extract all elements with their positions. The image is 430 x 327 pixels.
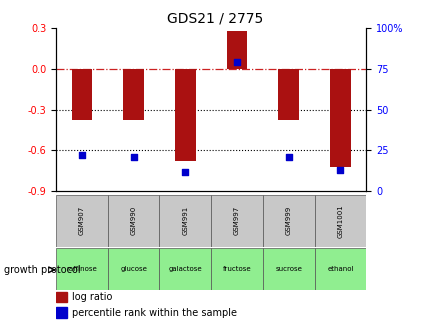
- Text: galactose: galactose: [168, 266, 202, 272]
- Text: growth protocol: growth protocol: [4, 265, 81, 275]
- Bar: [278, 69, 298, 120]
- FancyBboxPatch shape: [211, 195, 262, 247]
- FancyBboxPatch shape: [108, 248, 159, 290]
- Text: raffinose: raffinose: [66, 266, 97, 272]
- Text: GDS21 / 2775: GDS21 / 2775: [167, 11, 263, 26]
- Text: GSM999: GSM999: [285, 206, 291, 235]
- Bar: [226, 30, 247, 69]
- Text: fructose: fructose: [222, 266, 251, 272]
- Bar: [123, 69, 144, 120]
- Text: GSM991: GSM991: [182, 206, 188, 235]
- Bar: [71, 69, 92, 120]
- FancyBboxPatch shape: [211, 248, 262, 290]
- Text: GSM997: GSM997: [233, 206, 240, 235]
- Text: GSM907: GSM907: [79, 206, 85, 235]
- FancyBboxPatch shape: [262, 195, 314, 247]
- FancyBboxPatch shape: [56, 248, 108, 290]
- Point: [233, 60, 240, 65]
- Text: ethanol: ethanol: [326, 266, 353, 272]
- Text: sucrose: sucrose: [275, 266, 301, 272]
- Text: log ratio: log ratio: [71, 292, 112, 302]
- Text: GSM990: GSM990: [130, 206, 136, 235]
- FancyBboxPatch shape: [159, 248, 211, 290]
- Point: [130, 154, 137, 160]
- Bar: [56, 307, 67, 318]
- Text: GSM1001: GSM1001: [337, 204, 343, 238]
- Point: [336, 167, 343, 173]
- Point: [181, 169, 188, 174]
- FancyBboxPatch shape: [262, 248, 314, 290]
- FancyBboxPatch shape: [159, 195, 211, 247]
- Bar: [329, 69, 350, 167]
- Text: percentile rank within the sample: percentile rank within the sample: [71, 308, 236, 318]
- Bar: [56, 292, 67, 302]
- FancyBboxPatch shape: [56, 195, 108, 247]
- FancyBboxPatch shape: [314, 195, 366, 247]
- FancyBboxPatch shape: [314, 248, 366, 290]
- Text: glucose: glucose: [120, 266, 147, 272]
- Point: [78, 153, 85, 158]
- Bar: [175, 69, 195, 161]
- FancyBboxPatch shape: [108, 195, 159, 247]
- Point: [285, 154, 292, 160]
